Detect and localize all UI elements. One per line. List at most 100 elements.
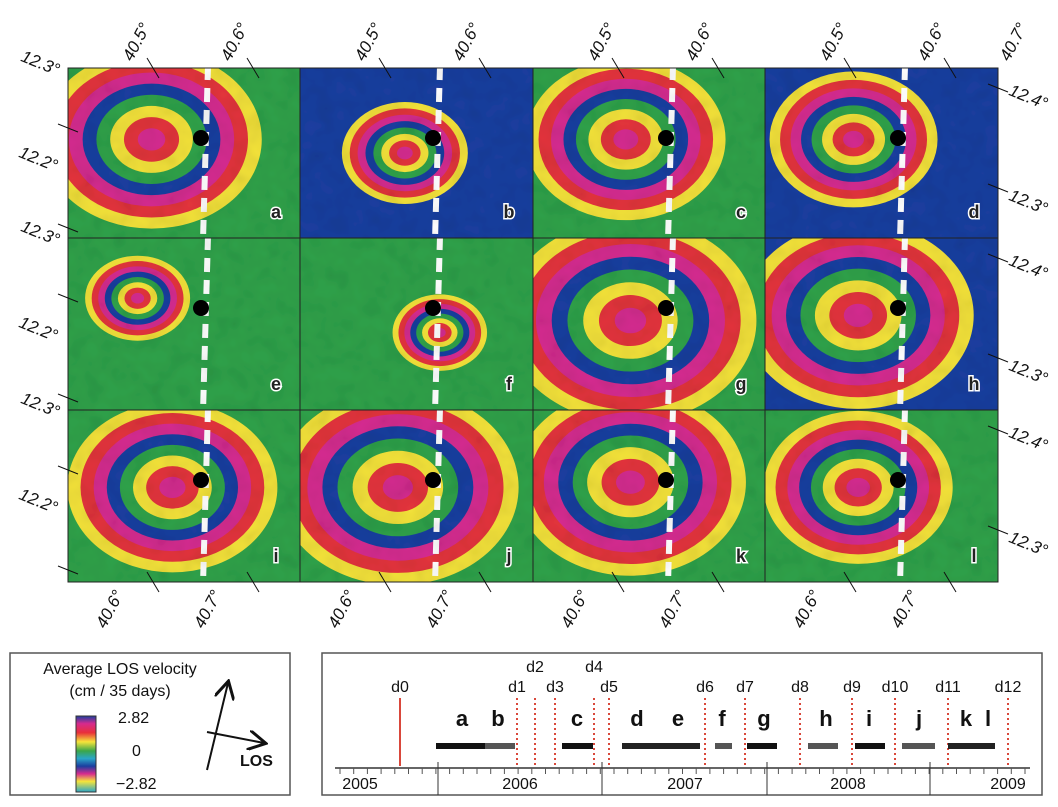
los-arrow bbox=[206, 732, 264, 743]
date-label: d0 bbox=[391, 679, 409, 696]
summit-dot bbox=[193, 130, 209, 146]
summit-dot bbox=[658, 130, 674, 146]
fringe bbox=[131, 292, 145, 304]
tick bbox=[943, 571, 957, 593]
date-label: d11 bbox=[935, 679, 961, 696]
interval-label: i bbox=[866, 706, 872, 731]
map-panels: a b c d e f g h i j k l bbox=[67, 67, 999, 583]
interferogram bbox=[765, 68, 998, 238]
summit-dot bbox=[193, 300, 209, 316]
year-label: 2008 bbox=[830, 776, 866, 793]
right-axis-label: 12.3° bbox=[1006, 186, 1050, 219]
tick bbox=[146, 57, 160, 79]
interval-bar bbox=[485, 743, 515, 749]
tick bbox=[57, 465, 79, 475]
left-axis-label: 12.2° bbox=[16, 143, 60, 176]
panel-letter: h bbox=[969, 374, 980, 394]
panel-letter: l bbox=[971, 546, 976, 566]
panel-letter: i bbox=[273, 546, 278, 566]
tick bbox=[57, 393, 79, 403]
tick bbox=[987, 525, 1009, 535]
fault-trace bbox=[897, 238, 908, 410]
right-axis-label: 12.4° bbox=[1006, 251, 1050, 284]
interferogram bbox=[68, 410, 300, 582]
panel-letter: d bbox=[969, 202, 980, 222]
summit-dot bbox=[890, 472, 906, 488]
right-axis-label: 12.4° bbox=[1006, 81, 1050, 114]
panel-letter: a bbox=[271, 202, 282, 222]
fringe bbox=[843, 303, 873, 328]
interferogram bbox=[533, 238, 765, 410]
left-axis-label: 12.2° bbox=[16, 313, 60, 346]
colorbar-max: 2.82 bbox=[118, 710, 149, 727]
summit-dot bbox=[193, 472, 209, 488]
bottom-axis-label: 40.7° bbox=[655, 587, 691, 631]
top-axis-label: 40.5° bbox=[119, 20, 155, 64]
tick bbox=[246, 57, 260, 79]
fault-trace bbox=[665, 410, 676, 582]
right-axis-label: 12.3° bbox=[1006, 356, 1050, 389]
interval-bar bbox=[662, 743, 700, 749]
summit-dot bbox=[425, 472, 441, 488]
tick bbox=[57, 223, 79, 233]
fringe bbox=[613, 129, 639, 150]
tick bbox=[57, 565, 79, 575]
date-label: d2 bbox=[526, 659, 544, 676]
interferogram bbox=[300, 238, 533, 410]
interval-bar bbox=[747, 743, 777, 749]
interval-label: b bbox=[491, 706, 504, 731]
bottom-axis-label: 40.6° bbox=[324, 587, 360, 631]
right-axis-label: 12.3° bbox=[1006, 528, 1050, 561]
colorbar-mid: 0 bbox=[132, 743, 141, 760]
summit-dot bbox=[890, 300, 906, 316]
tick bbox=[146, 571, 160, 593]
fringe bbox=[159, 476, 186, 499]
interval-label: g bbox=[757, 706, 770, 731]
panel-letter: c bbox=[736, 202, 746, 222]
summit-dot bbox=[890, 130, 906, 146]
fringe bbox=[843, 130, 865, 148]
interval-label: a bbox=[456, 706, 469, 731]
interferogram bbox=[300, 410, 533, 582]
bottom-axis-label: 40.6° bbox=[789, 587, 825, 631]
interval-bar bbox=[622, 743, 662, 749]
tick bbox=[57, 123, 79, 133]
summit-dot bbox=[658, 300, 674, 316]
year-label: 2009 bbox=[990, 776, 1026, 793]
interval-bar bbox=[855, 743, 885, 749]
fault-trace bbox=[432, 410, 443, 582]
tick bbox=[611, 57, 625, 79]
bottom-axis-label: 40.6° bbox=[557, 587, 593, 631]
interferogram bbox=[68, 238, 300, 410]
fault-trace bbox=[200, 238, 211, 410]
date-label: d3 bbox=[546, 679, 564, 696]
date-label: d7 bbox=[736, 679, 754, 696]
tick bbox=[987, 183, 1009, 193]
legend-units: (cm / 35 days) bbox=[69, 683, 170, 700]
fault-trace bbox=[432, 68, 443, 238]
panel-letter: e bbox=[271, 374, 281, 394]
legend-title: Average LOS velocity bbox=[43, 661, 197, 678]
interval-label: k bbox=[960, 706, 973, 731]
right-axis-label: 12.4° bbox=[1006, 423, 1050, 456]
left-axis-label: 12.3° bbox=[18, 389, 62, 422]
summit-dot bbox=[658, 472, 674, 488]
fault-trace bbox=[897, 410, 908, 582]
tick bbox=[611, 571, 625, 593]
heading-arrow bbox=[206, 683, 228, 771]
interferogram bbox=[533, 68, 765, 238]
interval-bar bbox=[902, 743, 935, 749]
interferogram bbox=[68, 68, 300, 238]
fringe bbox=[614, 307, 647, 334]
tick bbox=[987, 253, 1009, 263]
left-axis-label: 12.2° bbox=[16, 485, 60, 518]
top-axis-label: 40.5° bbox=[816, 20, 852, 64]
interval-label: c bbox=[571, 706, 583, 731]
year-label: 2006 bbox=[502, 776, 538, 793]
legend-box bbox=[9, 652, 291, 796]
fault-trace bbox=[665, 238, 676, 410]
panel-letter: k bbox=[736, 546, 747, 566]
left-axis-label: 12.3° bbox=[18, 47, 62, 80]
